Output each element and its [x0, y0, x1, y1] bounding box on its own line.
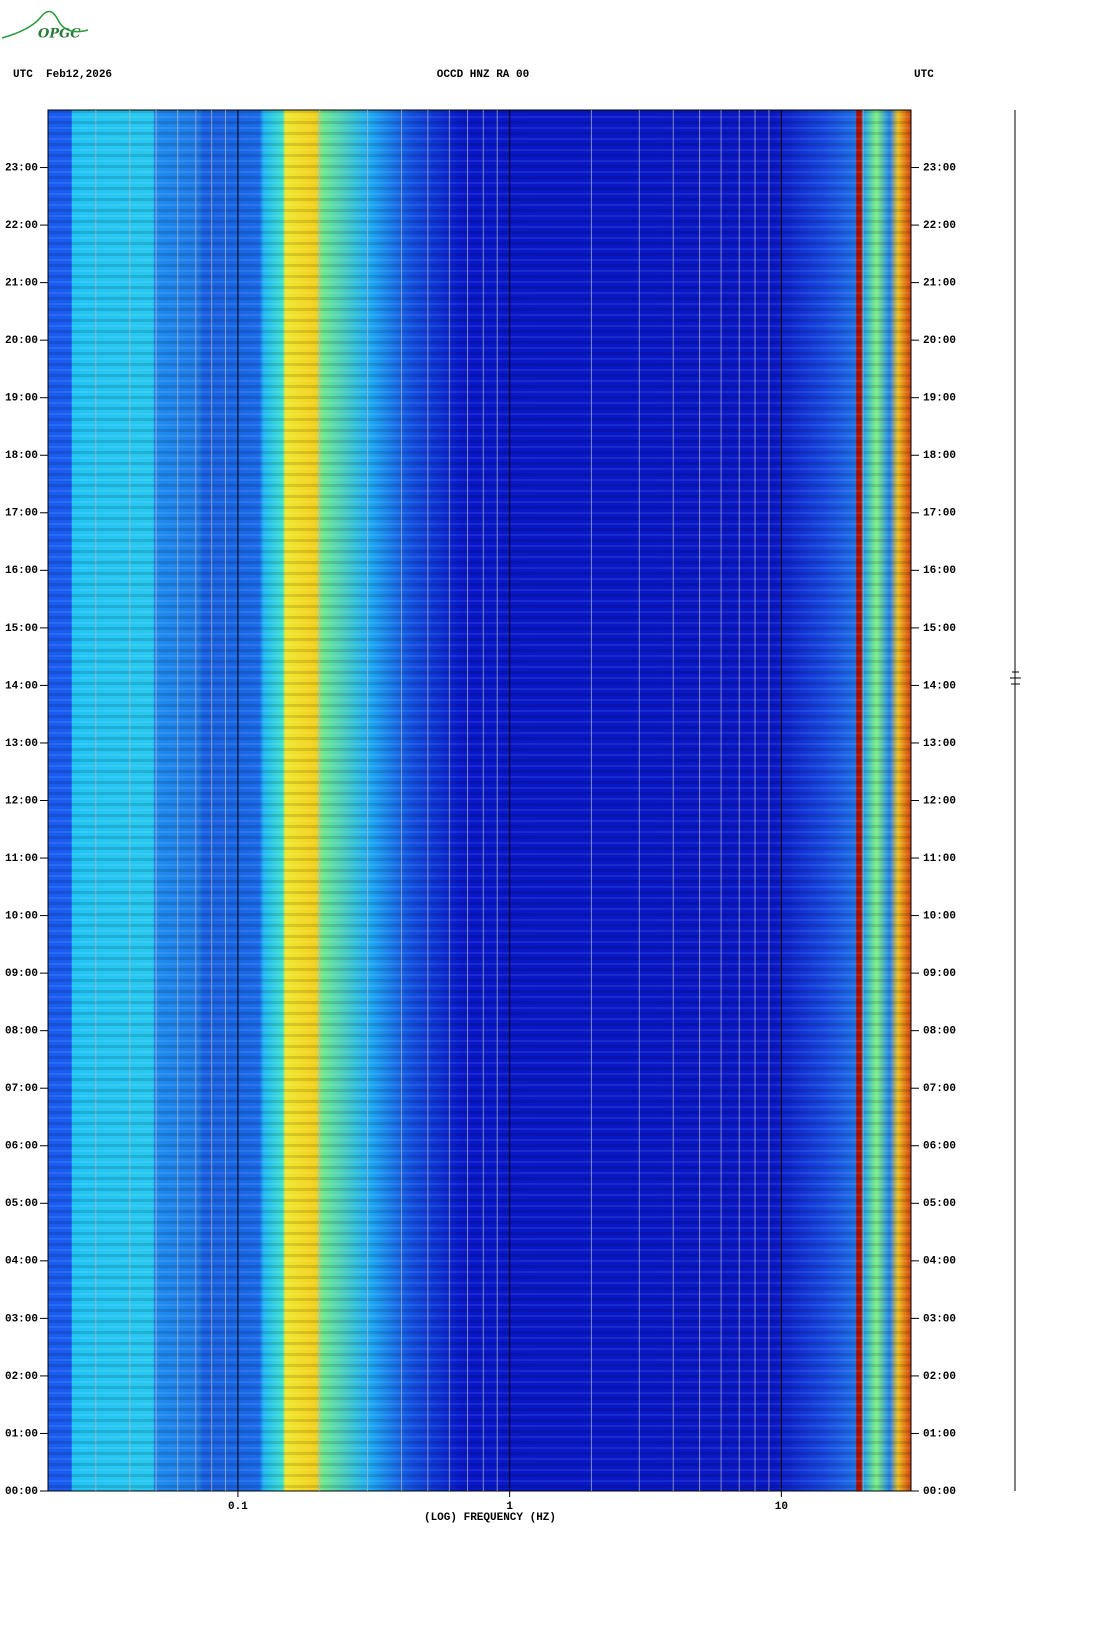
y-tick-label-right: 19:00: [923, 393, 956, 405]
right-label: UTC: [914, 69, 934, 81]
y-tick-label-left: 08:00: [5, 1026, 38, 1038]
y-tick-label-right: 00:00: [923, 1486, 956, 1498]
y-tick-label-left: 15:00: [5, 623, 38, 635]
y-tick-label-right: 10:00: [923, 910, 956, 922]
y-tick-label-right: 01:00: [923, 1428, 956, 1440]
y-tick-label-left: 23:00: [5, 162, 38, 174]
y-tick-label-left: 03:00: [5, 1313, 38, 1325]
y-tick-label-right: 14:00: [923, 680, 956, 692]
y-tick-label-right: 04:00: [923, 1256, 956, 1268]
y-tick-label-right: 12:00: [923, 795, 956, 807]
y-tick-label-right: 06:00: [923, 1141, 956, 1153]
y-tick-label-right: 22:00: [923, 220, 956, 232]
y-tick-label-right: 20:00: [923, 335, 956, 347]
y-tick-label-right: 15:00: [923, 623, 956, 635]
y-tick-label-left: 14:00: [5, 680, 38, 692]
y-tick-label-left: 09:00: [5, 968, 38, 980]
y-tick-label-left: 05:00: [5, 1198, 38, 1210]
y-tick-label-left: 13:00: [5, 738, 38, 750]
date-label: UTC Feb12,2026: [13, 69, 112, 81]
y-tick-label-left: 04:00: [5, 1256, 38, 1268]
y-tick-label-right: 03:00: [923, 1313, 956, 1325]
y-tick-label-left: 12:00: [5, 795, 38, 807]
y-tick-label-left: 11:00: [5, 853, 38, 865]
y-tick-label-right: 13:00: [923, 738, 956, 750]
seismic-burst: [1010, 671, 1021, 685]
y-tick-label-right: 02:00: [923, 1371, 956, 1383]
logo: OPGC: [38, 27, 81, 42]
y-tick-label-left: 22:00: [5, 220, 38, 232]
y-tick-label-right: 16:00: [923, 565, 956, 577]
x-axis-label: (LOG) FREQUENCY (HZ): [424, 1512, 556, 1524]
x-tick-label: 0.1: [228, 1501, 248, 1513]
y-tick-label-left: 00:00: [5, 1486, 38, 1498]
y-tick-label-right: 21:00: [923, 278, 956, 290]
y-tick-label-right: 18:00: [923, 450, 956, 462]
y-tick-label-left: 10:00: [5, 910, 38, 922]
y-tick-label-left: 16:00: [5, 565, 38, 577]
spectrogram-texture: [48, 110, 911, 1491]
y-tick-label-right: 17:00: [923, 508, 956, 520]
y-tick-label-left: 18:00: [5, 450, 38, 462]
y-tick-label-right: 05:00: [923, 1198, 956, 1210]
x-tick-label: 1: [506, 1501, 513, 1513]
y-tick-label-left: 07:00: [5, 1083, 38, 1095]
logo-swoosh: [1, 10, 89, 39]
y-tick-label-left: 19:00: [5, 393, 38, 405]
y-tick-label-left: 02:00: [5, 1371, 38, 1383]
y-tick-label-right: 23:00: [923, 162, 956, 174]
y-tick-label-left: 20:00: [5, 335, 38, 347]
y-tick-label-right: 09:00: [923, 968, 956, 980]
x-tick-label: 10: [775, 1501, 788, 1513]
y-tick-label-right: 08:00: [923, 1026, 956, 1038]
y-tick-label-left: 21:00: [5, 278, 38, 290]
y-tick-label-left: 01:00: [5, 1428, 38, 1440]
y-tick-label-left: 06:00: [5, 1141, 38, 1153]
chart-title: OCCD HNZ RA 00: [437, 69, 529, 81]
y-tick-label-right: 07:00: [923, 1083, 956, 1095]
y-tick-label-right: 11:00: [923, 853, 956, 865]
y-tick-label-left: 17:00: [5, 508, 38, 520]
